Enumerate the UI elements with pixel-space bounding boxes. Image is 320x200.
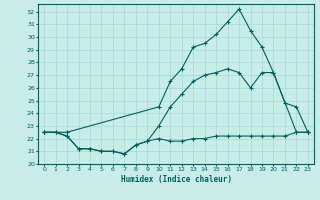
X-axis label: Humidex (Indice chaleur): Humidex (Indice chaleur) <box>121 175 231 184</box>
